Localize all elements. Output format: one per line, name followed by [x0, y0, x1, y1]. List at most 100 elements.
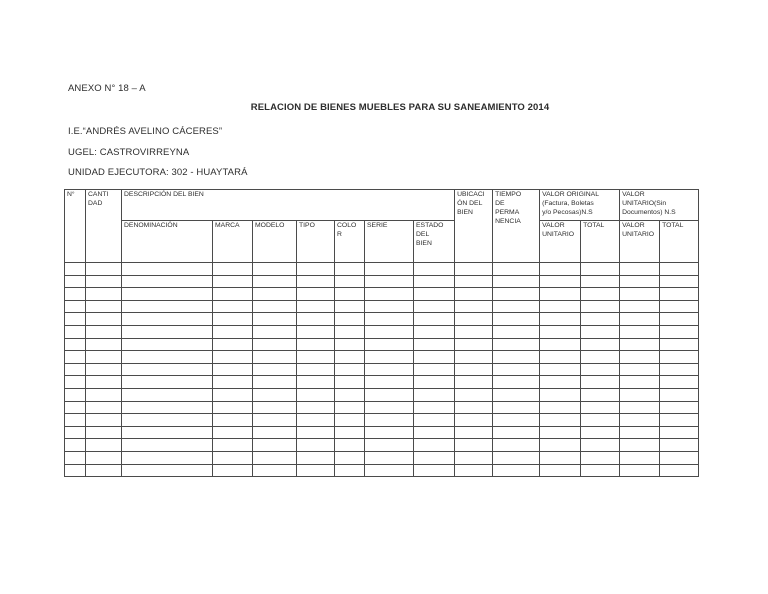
- empty-cell: [252, 362, 297, 377]
- empty-cell: [121, 375, 213, 389]
- empty-cell: [85, 425, 122, 440]
- empty-cell: [454, 413, 494, 427]
- empty-cell: [492, 413, 541, 427]
- empty-cell: [334, 262, 365, 276]
- empty-cell: [296, 375, 335, 389]
- empty-cell: [121, 450, 213, 465]
- table-row: [64, 312, 700, 326]
- empty-cell: [296, 337, 335, 352]
- empty-cell: [492, 387, 541, 402]
- empty-cell: [492, 362, 541, 377]
- empty-cell: [539, 312, 582, 326]
- empty-cell: [580, 262, 621, 276]
- empty-cell: [121, 400, 213, 415]
- empty-cell: [121, 262, 213, 276]
- empty-cell: [85, 274, 122, 289]
- empty-cell: [334, 274, 365, 289]
- empty-cell: [64, 400, 86, 415]
- col-header-color: COLO R: [334, 220, 365, 263]
- empty-cell: [121, 274, 213, 289]
- table-row: [64, 299, 700, 314]
- empty-cell: [454, 375, 494, 389]
- empty-cell: [64, 312, 86, 326]
- col-header-num: N°: [64, 189, 86, 263]
- empty-cell: [212, 362, 253, 377]
- empty-cell: [296, 312, 335, 326]
- empty-cell: [64, 324, 86, 339]
- empty-cell: [619, 438, 661, 452]
- empty-cell: [539, 387, 582, 402]
- empty-cell: [539, 262, 582, 276]
- empty-cell: [85, 387, 122, 402]
- empty-cell: [659, 350, 700, 364]
- empty-cell: [412, 400, 456, 415]
- empty-cell: [121, 387, 213, 402]
- empty-cell: [619, 413, 661, 427]
- empty-cell: [659, 413, 700, 427]
- empty-cell: [64, 262, 86, 276]
- empty-cell: [85, 337, 122, 352]
- empty-cell: [492, 400, 541, 415]
- empty-cell: [659, 262, 700, 276]
- empty-cell: [454, 299, 494, 314]
- empty-cell: [334, 299, 365, 314]
- table-row: [64, 450, 700, 465]
- empty-cell: [212, 400, 253, 415]
- empty-cell: [659, 274, 700, 289]
- empty-cell: [296, 362, 335, 377]
- empty-cell: [412, 438, 456, 452]
- empty-cell: [539, 425, 582, 440]
- empty-cell: [64, 274, 86, 289]
- col-group-descripcion: DESCRIPCIÓN DEL BIEN: [120, 189, 456, 221]
- empty-cell: [334, 450, 365, 465]
- empty-cell: [252, 299, 297, 314]
- empty-cell: [492, 450, 541, 465]
- empty-cell: [659, 337, 700, 352]
- header-row-groups: N° CANTI DAD DESCRIPCIÓN DEL BIEN UBICAC…: [64, 189, 700, 263]
- empty-cell: [659, 450, 700, 465]
- col-header-estado-del-bien: ESTADO DEL BIEN: [412, 220, 456, 263]
- empty-cell: [659, 387, 700, 402]
- empty-cell: [64, 375, 86, 389]
- empty-cell: [252, 337, 297, 352]
- empty-cell: [412, 375, 456, 389]
- empty-cell: [296, 299, 335, 314]
- col-header-tipo: TIPO: [296, 220, 335, 263]
- empty-cell: [580, 387, 621, 402]
- empty-cell: [539, 362, 582, 377]
- empty-cell: [580, 463, 621, 478]
- empty-cell: [539, 463, 582, 478]
- empty-cell: [64, 413, 86, 427]
- bienes-muebles-table: N° CANTI DAD DESCRIPCIÓN DEL BIEN UBICAC…: [64, 189, 700, 478]
- empty-cell: [539, 400, 582, 415]
- empty-cell: [212, 375, 253, 389]
- empty-cell: [334, 337, 365, 352]
- empty-cell: [64, 287, 86, 301]
- empty-cell: [619, 387, 661, 402]
- table-row: [64, 337, 700, 352]
- col-header-serie: SERIE: [364, 220, 414, 263]
- empty-cell: [619, 463, 661, 478]
- empty-cell: [364, 350, 414, 364]
- empty-cell: [364, 400, 414, 415]
- empty-cell: [454, 400, 494, 415]
- col-header-modelo: MODELO: [252, 220, 297, 263]
- empty-cell: [619, 287, 661, 301]
- anexo-label: ANEXO N° 18 – A: [68, 83, 146, 94]
- col-group-valor-original: VALOR ORIGINAL (Factura, Boletas y/o Pec…: [539, 189, 621, 221]
- empty-cell: [212, 287, 253, 301]
- empty-cell: [492, 312, 541, 326]
- empty-cell: [334, 425, 365, 440]
- empty-cell: [252, 274, 297, 289]
- empty-cell: [85, 450, 122, 465]
- table-header: N° CANTI DAD DESCRIPCIÓN DEL BIEN UBICAC…: [64, 189, 700, 263]
- col-group-valor-sin-documentos: VALOR UNITARIO(Sin Documentos) N.S: [619, 189, 700, 221]
- empty-cell: [364, 450, 414, 465]
- empty-cell: [454, 463, 494, 478]
- empty-cell: [85, 375, 122, 389]
- col-header-total-1: TOTAL: [580, 220, 621, 263]
- empty-cell: [580, 400, 621, 415]
- empty-cell: [454, 324, 494, 339]
- table-row: [64, 425, 700, 440]
- empty-cell: [412, 262, 456, 276]
